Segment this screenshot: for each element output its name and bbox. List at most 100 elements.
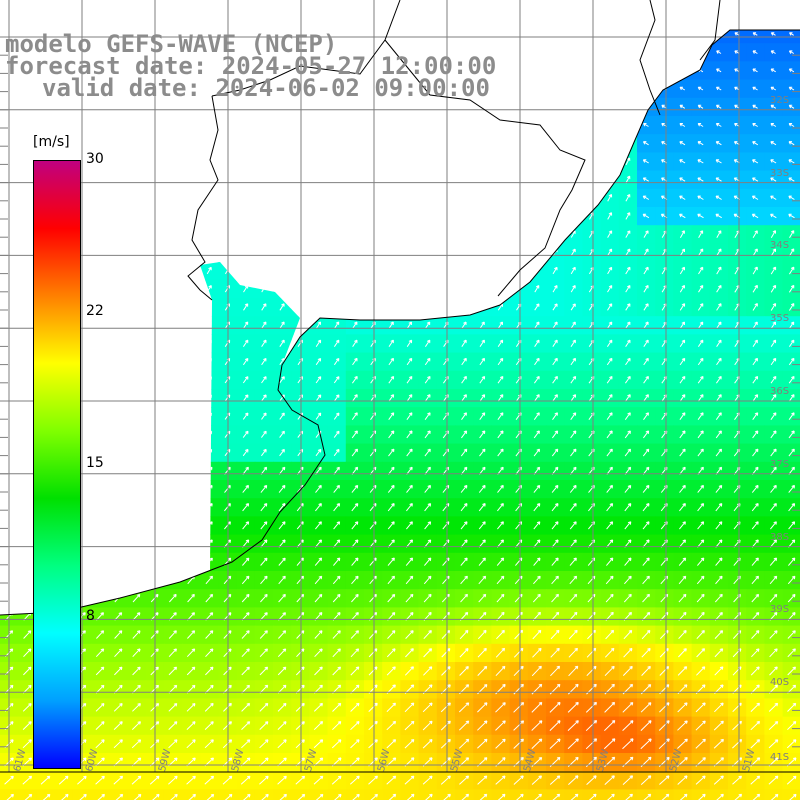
wind-cell: [364, 771, 383, 790]
wind-cell: [236, 407, 256, 426]
wind-arrow: [751, 575, 759, 585]
wind-arrow: [170, 102, 176, 111]
wind-arrow: [770, 213, 777, 219]
wind-cell: [509, 243, 529, 263]
wind-cell: [473, 753, 492, 772]
wind-cell: [618, 334, 638, 354]
wind-cell: [673, 680, 693, 699]
wind-cell: [400, 225, 420, 244]
wind-arrow: [770, 177, 777, 182]
wind-arrow: [534, 339, 540, 347]
wind-arrow: [479, 448, 486, 457]
wind-arrow: [552, 285, 558, 293]
wind-arrow: [260, 503, 268, 512]
wind-cell: [509, 97, 529, 117]
wind-arrow: [334, 285, 340, 293]
wind-arrow: [297, 248, 303, 256]
wind-arrow: [679, 213, 686, 219]
wind-cell: [345, 298, 365, 317]
wind-arrow: [551, 448, 559, 457]
wind-arrow: [552, 321, 558, 329]
wind-cell: [709, 571, 729, 590]
wind-cell: [182, 716, 201, 736]
wind-arrow: [224, 248, 230, 256]
wind-cell: [564, 30, 583, 44]
wind-arrow: [751, 195, 759, 200]
wind-arrow: [549, 775, 561, 785]
wind-cell: [546, 552, 565, 572]
wind-arrow: [368, 793, 378, 800]
wind-arrow: [4, 793, 14, 800]
wind-arrow: [132, 648, 141, 658]
wind-arrow: [242, 503, 250, 512]
wind-cell: [564, 407, 583, 426]
wind-cell: [382, 30, 401, 44]
wind-cell: [546, 480, 565, 499]
wind-arrow: [752, 230, 758, 238]
wind-cell: [436, 571, 456, 590]
wind-arrow: [168, 739, 178, 749]
wind-arrow: [241, 593, 250, 603]
wind-cell: [473, 643, 492, 663]
wind-cell: [582, 79, 602, 99]
wind-cell: [327, 680, 347, 699]
wind-arrow: [570, 285, 576, 293]
wind-arrow: [333, 376, 340, 384]
wind-cell: [236, 789, 256, 800]
wind-arrow: [425, 303, 431, 311]
wind-cell: [582, 516, 602, 536]
wind-arrow: [97, 175, 103, 184]
wind-cell: [527, 716, 547, 736]
wind-arrow: [461, 102, 467, 111]
wind-arrow: [480, 30, 485, 38]
wind-cell: [673, 625, 693, 645]
wind-arrow: [460, 503, 468, 512]
wind-arrow: [625, 212, 631, 220]
wind-arrow: [134, 157, 139, 166]
wind-arrow: [187, 503, 195, 512]
wind-arrow: [788, 339, 795, 347]
wind-cell: [546, 43, 565, 62]
wind-arrow: [498, 139, 503, 147]
wind-cell: [473, 152, 492, 172]
wind-cell: [163, 589, 183, 608]
wind-cell: [254, 680, 274, 699]
wind-arrow: [552, 357, 558, 366]
wind-cell: [509, 207, 529, 226]
wind-arrow: [315, 303, 321, 311]
wind-arrow: [551, 575, 559, 585]
wind-cell: [455, 370, 474, 390]
wind-cell: [600, 480, 620, 499]
wind-cell: [382, 225, 401, 244]
wind-arrow: [242, 448, 249, 457]
wind-cell: [236, 571, 256, 590]
wind-arrow: [460, 521, 468, 530]
wind-arrow: [204, 793, 215, 800]
wind-cell: [491, 753, 511, 772]
wind-cell: [455, 316, 474, 335]
wind-cell: [327, 607, 347, 627]
wind-arrow: [386, 739, 397, 749]
wind-arrow: [479, 357, 485, 366]
wind-cell: [345, 716, 365, 736]
wind-cell: [163, 789, 183, 800]
wind-cell: [382, 334, 401, 354]
wind-cell: [345, 461, 365, 481]
wind-cell: [436, 734, 456, 754]
wind-cell: [364, 789, 383, 800]
wind-cell: [91, 516, 110, 536]
wind-arrow: [24, 448, 31, 457]
wind-cell: [582, 698, 602, 718]
wind-cell: [345, 407, 365, 426]
wind-arrow: [132, 703, 141, 712]
wind-arrow: [277, 739, 287, 749]
wind-arrow: [679, 195, 686, 200]
wind-arrow: [114, 666, 123, 676]
wind-cell: [163, 643, 183, 663]
wind-cell: [655, 589, 674, 608]
wind-cell: [746, 407, 765, 426]
wind-cell: [382, 207, 401, 226]
wind-cell: [91, 207, 110, 226]
wind-cell: [236, 152, 256, 172]
wind-cell: [436, 279, 456, 299]
